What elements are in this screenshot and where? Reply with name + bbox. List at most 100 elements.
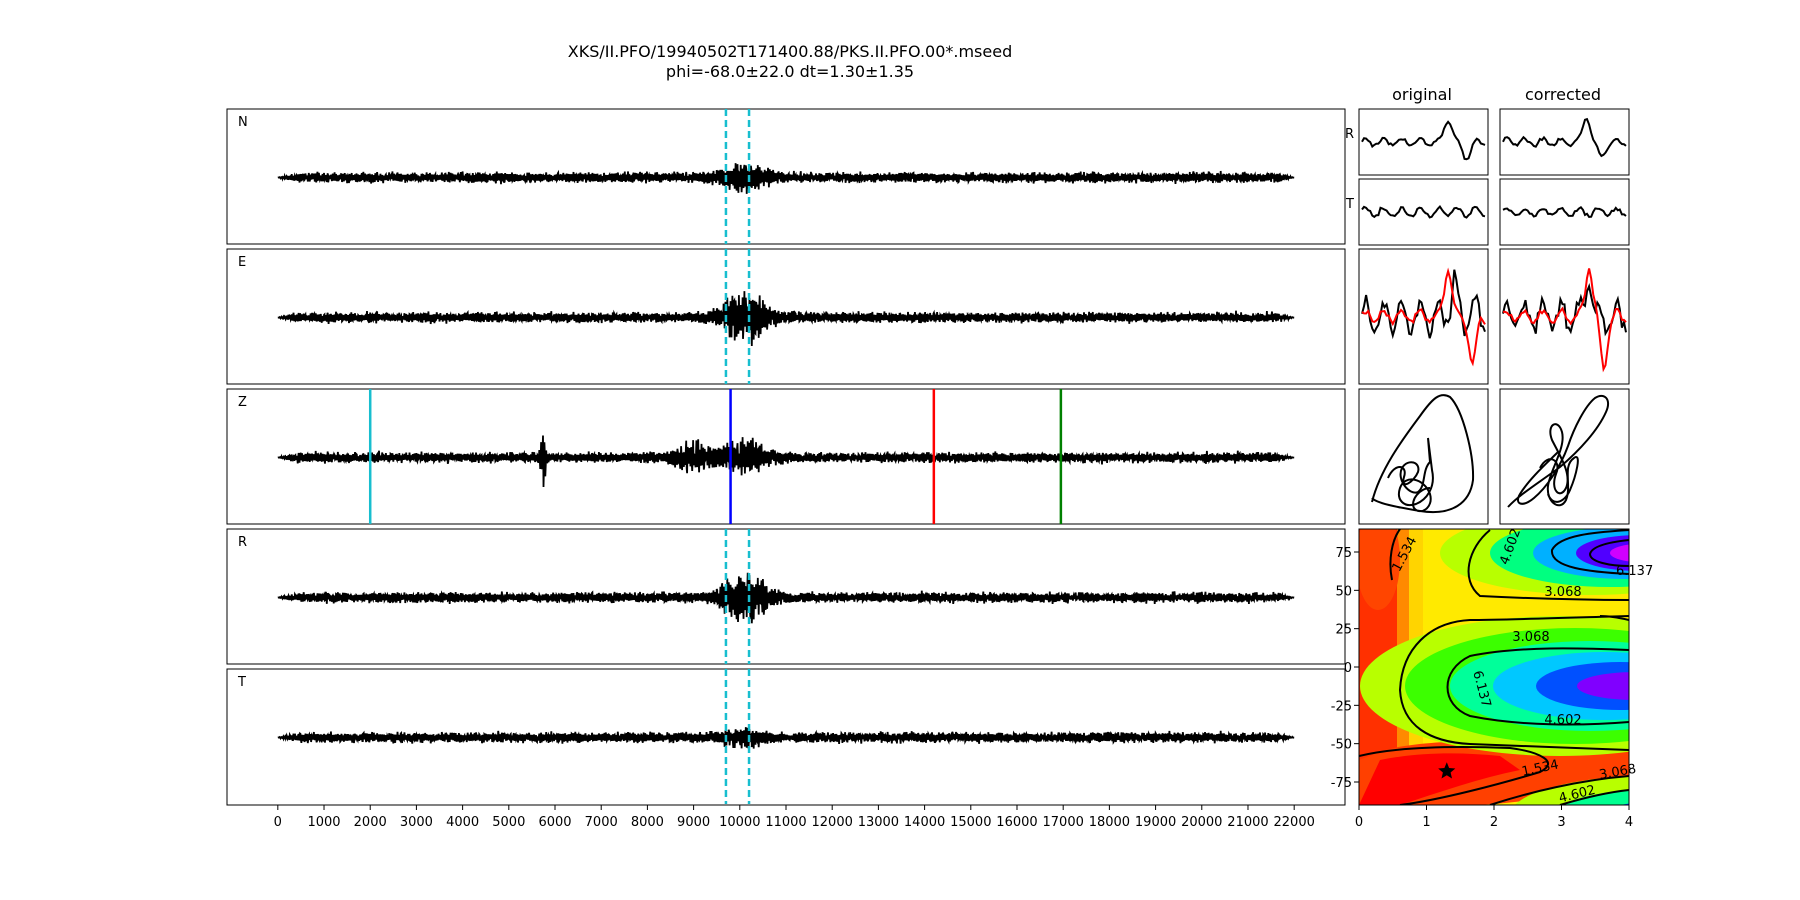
heatmap-y-tick-label: -50 bbox=[1331, 738, 1352, 753]
seismogram-line bbox=[277, 572, 1295, 624]
best-fit-star-marker bbox=[1438, 762, 1456, 779]
contour-label: 6.137 bbox=[1616, 564, 1653, 579]
contour-line bbox=[1446, 647, 1629, 726]
small-waveform-line bbox=[1502, 283, 1627, 337]
error-surface-heatmap bbox=[1359, 529, 1629, 805]
x-tick-label: 14000 bbox=[904, 815, 945, 830]
heatmap-y-tick-label: 25 bbox=[1335, 623, 1352, 638]
heatmap-y-tick-label: -25 bbox=[1331, 699, 1352, 714]
x-tick-label: 4000 bbox=[446, 815, 479, 830]
x-tick-label: 20000 bbox=[1181, 815, 1222, 830]
corrected-header: corrected bbox=[1525, 85, 1601, 104]
trace-panel-z: Z bbox=[226, 388, 1346, 525]
x-tick-label: 13000 bbox=[858, 815, 899, 830]
original-t-trace bbox=[1361, 204, 1486, 219]
corrected-r-trace bbox=[1502, 117, 1627, 158]
contour-line bbox=[1588, 539, 1629, 567]
contour-line bbox=[1467, 529, 1629, 601]
original-overlay-panel bbox=[1358, 248, 1489, 385]
trace-panel-e: E bbox=[226, 248, 1346, 385]
trace-panel-n: N bbox=[226, 108, 1346, 245]
contour-line bbox=[1359, 745, 1549, 805]
seismogram-line bbox=[277, 727, 1295, 749]
seismogram-line bbox=[277, 435, 1295, 488]
x-tick-label: 19000 bbox=[1135, 815, 1176, 830]
x-tick-label: 21000 bbox=[1227, 815, 1268, 830]
corrected-t-trace bbox=[1502, 205, 1627, 218]
contour-label: 3.068 bbox=[1544, 585, 1581, 600]
trace-panel-r: R bbox=[226, 528, 1346, 665]
figure-title-line2: phi=-68.0±22.0 dt=1.30±1.35 bbox=[666, 62, 914, 81]
x-tick-label: 22000 bbox=[1274, 815, 1315, 830]
small-waveform-line bbox=[1502, 205, 1627, 218]
x-tick-label: 17000 bbox=[1043, 815, 1084, 830]
heatmap-y-tick-label: -75 bbox=[1331, 776, 1352, 791]
contour-label: 3.068 bbox=[1512, 630, 1549, 645]
x-tick-label: 8000 bbox=[631, 815, 664, 830]
small-waveform-line bbox=[1502, 268, 1627, 373]
corrected-particle-motion-panel bbox=[1499, 388, 1630, 525]
contour-line bbox=[1559, 789, 1629, 805]
small-waveform-line bbox=[1361, 120, 1486, 161]
window-lines-r bbox=[724, 529, 751, 664]
x-tick-label: 3000 bbox=[400, 815, 433, 830]
corrected-overlay-panel bbox=[1499, 248, 1630, 385]
heatmap-x-tick-label: 2 bbox=[1490, 815, 1498, 830]
heatmap-axes: 0 1 2 3 4 75 50 25 0 -25 -50 -75 bbox=[1331, 546, 1633, 830]
contour-line bbox=[1599, 615, 1629, 621]
x-tick-label: 5000 bbox=[492, 815, 525, 830]
heatmap-y-tick-label: 50 bbox=[1335, 584, 1352, 599]
corrected-particle-motion bbox=[1507, 394, 1610, 508]
panel-label-t: T bbox=[237, 675, 246, 690]
contour-label: 4.602 bbox=[1544, 713, 1581, 728]
contour-line bbox=[1389, 529, 1401, 581]
figure-title-line1: XKS/II.PFO/19940502T171400.88/PKS.II.PFO… bbox=[568, 42, 1012, 61]
contour-line bbox=[1398, 615, 1629, 751]
original-overlay-traces bbox=[1361, 267, 1486, 367]
heatmap-x-tick-label: 1 bbox=[1422, 815, 1430, 830]
trace-panel-t: T bbox=[226, 668, 1346, 806]
trace-e bbox=[277, 291, 1295, 347]
trace-t bbox=[277, 727, 1295, 749]
corrected-overlay-traces bbox=[1502, 268, 1627, 373]
trace-z bbox=[277, 435, 1295, 488]
corrected-rt-panels bbox=[1499, 108, 1630, 246]
x-tick-label: 0 bbox=[274, 815, 282, 830]
small-waveform-line bbox=[1361, 267, 1486, 367]
panel-label-r: R bbox=[238, 535, 247, 550]
original-header: original bbox=[1392, 85, 1452, 104]
small-waveform-line bbox=[1502, 117, 1627, 158]
x-tick-label: 10000 bbox=[719, 815, 760, 830]
window-lines-e bbox=[724, 249, 751, 384]
x-tick-label: 9000 bbox=[677, 815, 710, 830]
trace-r bbox=[277, 572, 1295, 624]
heatmap-x-tick-label: 0 bbox=[1355, 815, 1363, 830]
original-rt-panels: R T bbox=[1345, 108, 1489, 246]
window-lines-n bbox=[724, 109, 751, 244]
phase-lines-z bbox=[368, 389, 1063, 524]
small-waveform-line bbox=[1361, 204, 1486, 219]
heatmap-y-tick-label: 0 bbox=[1344, 661, 1352, 676]
panel-label-z: Z bbox=[238, 395, 247, 410]
window-lines-t bbox=[724, 669, 751, 804]
x-tick-label: 7000 bbox=[585, 815, 618, 830]
small-label-t: T bbox=[1345, 197, 1354, 212]
small-waveform-line bbox=[1361, 269, 1486, 340]
x-tick-label: 16000 bbox=[996, 815, 1037, 830]
heatmap-y-tick-label: 75 bbox=[1335, 546, 1352, 561]
x-tick-label: 6000 bbox=[538, 815, 571, 830]
heatmap-x-tick-label: 4 bbox=[1625, 815, 1633, 830]
seismogram-line bbox=[277, 163, 1295, 194]
x-tick-label: 11000 bbox=[765, 815, 806, 830]
contour-line bbox=[1550, 529, 1629, 575]
x-tick-label: 1000 bbox=[307, 815, 340, 830]
panel-label-e: E bbox=[238, 255, 246, 270]
x-axis-ticks: 0 1000 2000 3000 4000 5000 6000 7000 8000 9000 100… bbox=[274, 805, 1315, 830]
heatmap-x-tick-label: 3 bbox=[1557, 815, 1565, 830]
contour-label: 3.068 bbox=[1598, 762, 1637, 783]
x-tick-label: 18000 bbox=[1089, 815, 1130, 830]
x-tick-label: 2000 bbox=[354, 815, 387, 830]
original-r-trace bbox=[1361, 120, 1486, 161]
original-particle-motion-panel bbox=[1358, 388, 1489, 525]
